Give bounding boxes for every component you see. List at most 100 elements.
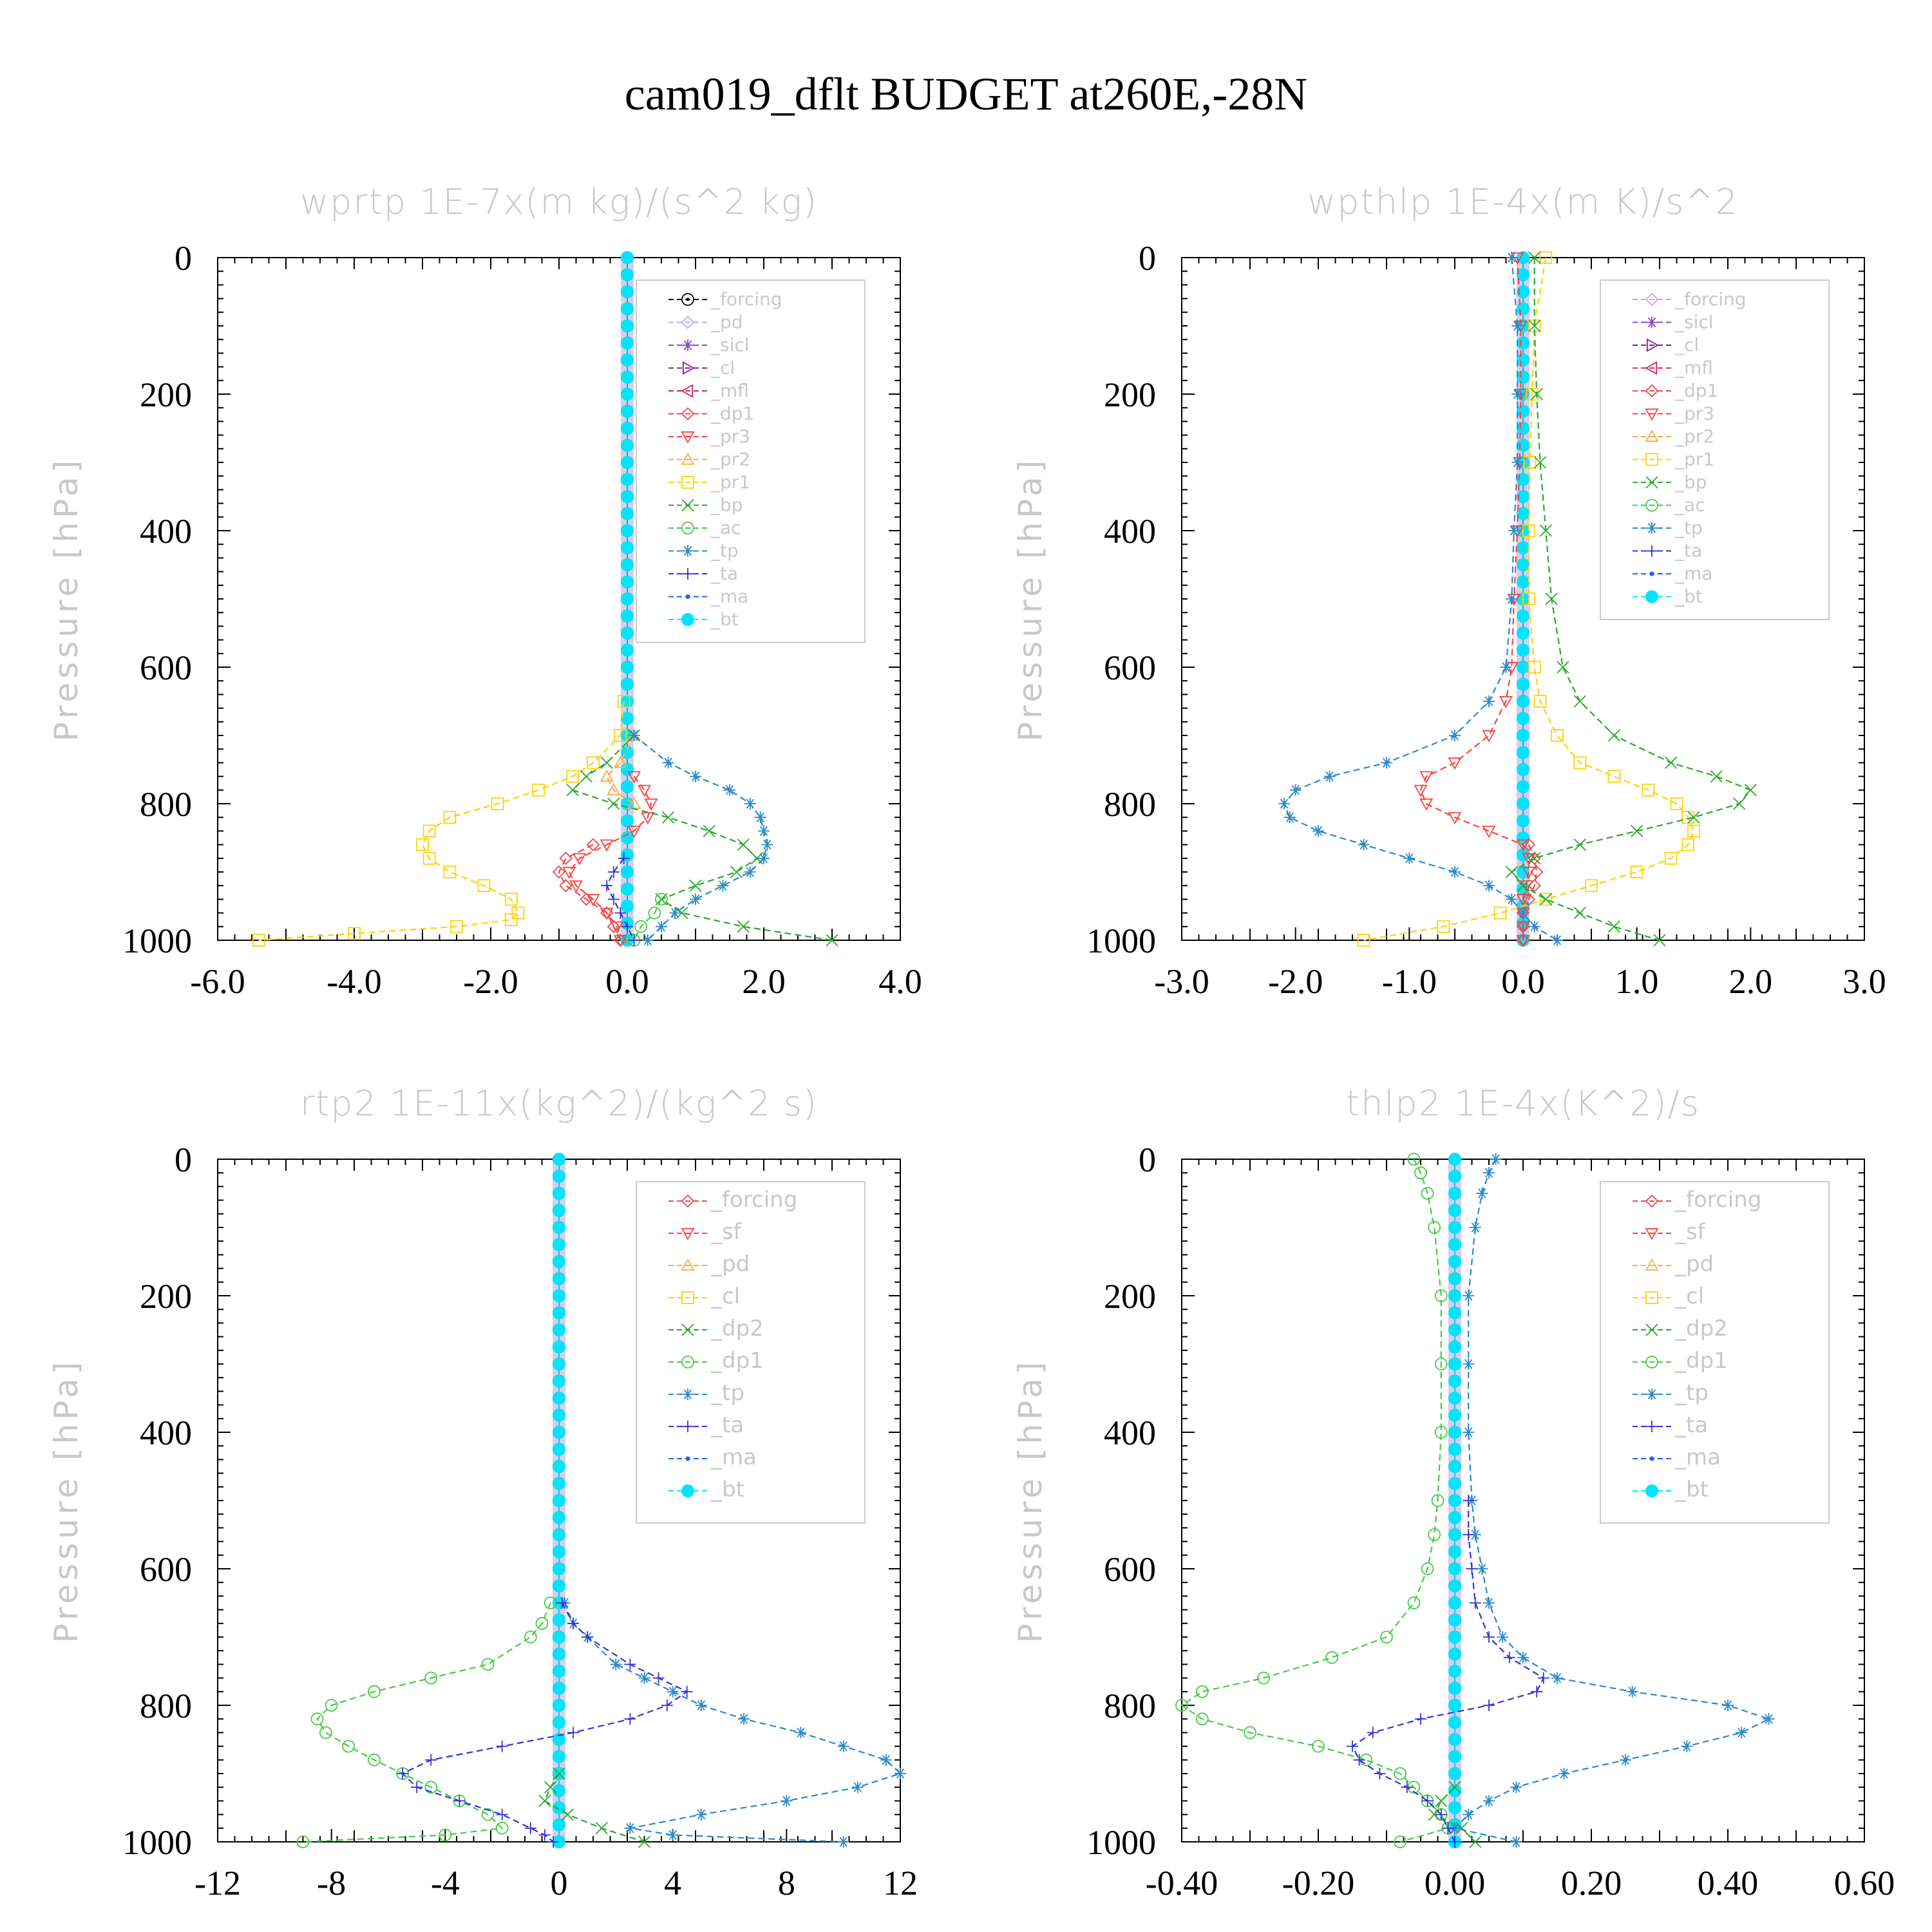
panel-3-y-tick-label: 800 <box>140 1687 192 1725</box>
panel-4-series-tp-point <box>1551 1672 1563 1684</box>
panel-1-legend-box <box>636 279 866 643</box>
panel-4-legend-entry-ma-swatch-marker <box>1649 1456 1654 1461</box>
panel-1-series-ac-point <box>634 920 648 933</box>
panel-2-series-tp-point <box>1289 784 1302 796</box>
panel-3-series-bt-point <box>553 1204 565 1217</box>
panel-2-legend-entry-pr1-label: _pr1 <box>1674 449 1714 470</box>
panel-2-series-tp-point <box>1511 457 1524 468</box>
panel-2-legend-entry-ac: _ac <box>1633 495 1705 516</box>
panel-2-legend-entry-pr2-swatch-marker <box>1645 430 1659 442</box>
panel-2-legend-entry-cl-swatch-marker <box>1646 338 1659 352</box>
panel-3-legend-entry-forcing-label: _forcing <box>710 1187 797 1213</box>
panel-4-y-axis-label: Pressure [hPa] <box>1012 1358 1049 1643</box>
panel-4-series-tp-point <box>1497 1631 1509 1643</box>
panel-2-series-tp-point <box>1511 320 1524 332</box>
panel-1-series-bp-point <box>737 920 750 933</box>
panel-2-series-bp-point <box>1631 824 1643 838</box>
panel-3-series-bt-point <box>553 1733 565 1746</box>
panel-1-legend-entry-bt: _bt <box>668 609 739 630</box>
panel-4-series-dp1-point <box>1434 1358 1448 1370</box>
panel-3-legend-entry-pd-label: _pd <box>710 1251 750 1277</box>
panel-2-y-tick-label: 1000 <box>1086 922 1156 960</box>
panel-3-series-dp1-point <box>296 1835 310 1848</box>
panel-2-series-bt-point <box>1517 712 1530 725</box>
panel-2-series-pr1-point <box>1533 695 1547 708</box>
panel-1-series-pr2-line <box>605 735 635 804</box>
panel-2-series-tp-point <box>1449 730 1461 741</box>
panel-4-legend-entry-ma: _ma <box>1633 1444 1721 1470</box>
panel-2-legend-entry-ac-swatch-marker <box>1645 498 1658 512</box>
panel-4-y-tick-label: 1000 <box>1086 1823 1156 1862</box>
panel-3-series-tp-point <box>610 1658 622 1671</box>
panel-1-series-bp-point <box>600 756 613 770</box>
panel-2-legend-entry-pr1: _pr1 <box>1633 449 1714 470</box>
panel-1-y-axis-label: Pressure [hPa] <box>48 457 85 742</box>
panel-3-series-dp2-point <box>595 1822 608 1835</box>
panel-2-title: wpthlp 1E-4x(m K)/s^2 <box>1307 182 1739 222</box>
panel-4-series-dp1-point <box>1244 1726 1256 1739</box>
panel-4-series-ta-point <box>1469 1597 1481 1609</box>
panel-4-series-tp-point <box>1463 1808 1475 1821</box>
panel-1-legend-entry-forcing-label: _forcing <box>710 289 782 310</box>
panel-2-series-bp-point <box>1528 852 1541 865</box>
panel-3-legend-entry-ta-swatch-marker <box>682 1421 694 1432</box>
panel-3-series-dp1-point <box>495 1821 509 1835</box>
panel-1-series-tp-point <box>628 730 640 741</box>
panel-2-series-bt-point <box>1517 729 1530 742</box>
panel-2-x-tick-label: 1.0 <box>1615 962 1659 1001</box>
panel-1-series-bt-point <box>621 866 634 878</box>
panel-2-legend-entry-ac-label: _ac <box>1674 495 1705 516</box>
panel-3-series-bt-point <box>553 1477 565 1490</box>
panel-1-legend-entry-tp-label: _tp <box>710 540 739 562</box>
panel-2-series-bt-point <box>1517 251 1530 264</box>
panel-3-series-bt-point <box>553 1784 565 1797</box>
panel-1-series-pr3-point <box>610 921 624 934</box>
panel-3-y-tick-label: 0 <box>175 1141 192 1179</box>
panel-3-series-ta-point <box>453 1795 466 1807</box>
panel-2-series-tp-point <box>1551 934 1563 946</box>
panel-2-series-tp-point <box>1381 757 1392 769</box>
panel-4-x-tick-label: -0.40 <box>1146 1864 1218 1902</box>
panel-3-series-bt-point <box>553 1408 565 1422</box>
panel-2-series-bt-point <box>1517 609 1530 623</box>
panel-4-legend-entry-pd-swatch-marker <box>1645 1258 1659 1271</box>
panel-1-series-bt-point <box>621 575 634 589</box>
panel-3-legend-entry-ta-label: _ta <box>710 1412 744 1438</box>
panel-1-series-bt-point <box>621 609 634 623</box>
panel-2-y-axis-label: Pressure [hPa] <box>1012 457 1049 742</box>
panel-1-series-bt-point <box>621 336 634 350</box>
panel-1-series-bp-point <box>580 770 593 783</box>
panel-1-series-pr1-point <box>477 879 491 893</box>
panel-3-x-tick-label: 4 <box>664 1864 681 1902</box>
panel-1-series-tp-point <box>758 852 770 864</box>
panel-4-series-ta-point <box>1449 1836 1461 1848</box>
panel-3-series-bt-point <box>553 1289 565 1302</box>
panel-3-series-bt-point <box>553 1153 565 1166</box>
panel-3-legend-entry-ma: _ma <box>668 1444 757 1470</box>
panel-4-series-bt-point <box>1448 1187 1461 1200</box>
panel-4-zero-column <box>1448 1153 1461 1848</box>
panel-3-y-tick-label: 400 <box>140 1414 192 1452</box>
panel-3-series-ta-point <box>496 1740 508 1752</box>
panel-2-series-tp-point <box>1506 893 1518 905</box>
panel-1-x-tick-label: -6.0 <box>190 962 245 1001</box>
panel-2-series-pr3-point <box>1499 696 1513 708</box>
panel-1-series-bt-point <box>621 422 634 435</box>
panel-4-series-dp1-point <box>1380 1631 1393 1643</box>
panel-1-series-pr1-point <box>422 824 436 838</box>
panel-4-series-dp2 <box>1428 1781 1482 1848</box>
panel-1-series-pr1-point <box>491 797 504 810</box>
panel-1-legend-entry-ta: _ta <box>668 563 738 584</box>
panel-1-series-bp-point <box>737 838 750 851</box>
panel-2-series-bt-point <box>1517 797 1530 810</box>
panel-3-series-bt-point <box>553 1358 565 1370</box>
panel-2-legend-entry-pr2-label: _pr2 <box>1674 426 1714 447</box>
panel-3-x-tick-label: -12 <box>194 1864 241 1902</box>
panel-4-series-bt-point <box>1448 1528 1461 1541</box>
panel-1-series-pr1-point <box>416 838 429 851</box>
panel-1-legend-entry-pd-swatch-marker <box>681 316 695 329</box>
panel-4-x-tick-label: 0.40 <box>1698 1864 1759 1902</box>
panel-4-series-dp1-point <box>1175 1699 1188 1712</box>
panel-3-legend-entry-dp2: _dp2 <box>668 1316 764 1341</box>
panel-2-series-dp1-point <box>1522 893 1536 906</box>
